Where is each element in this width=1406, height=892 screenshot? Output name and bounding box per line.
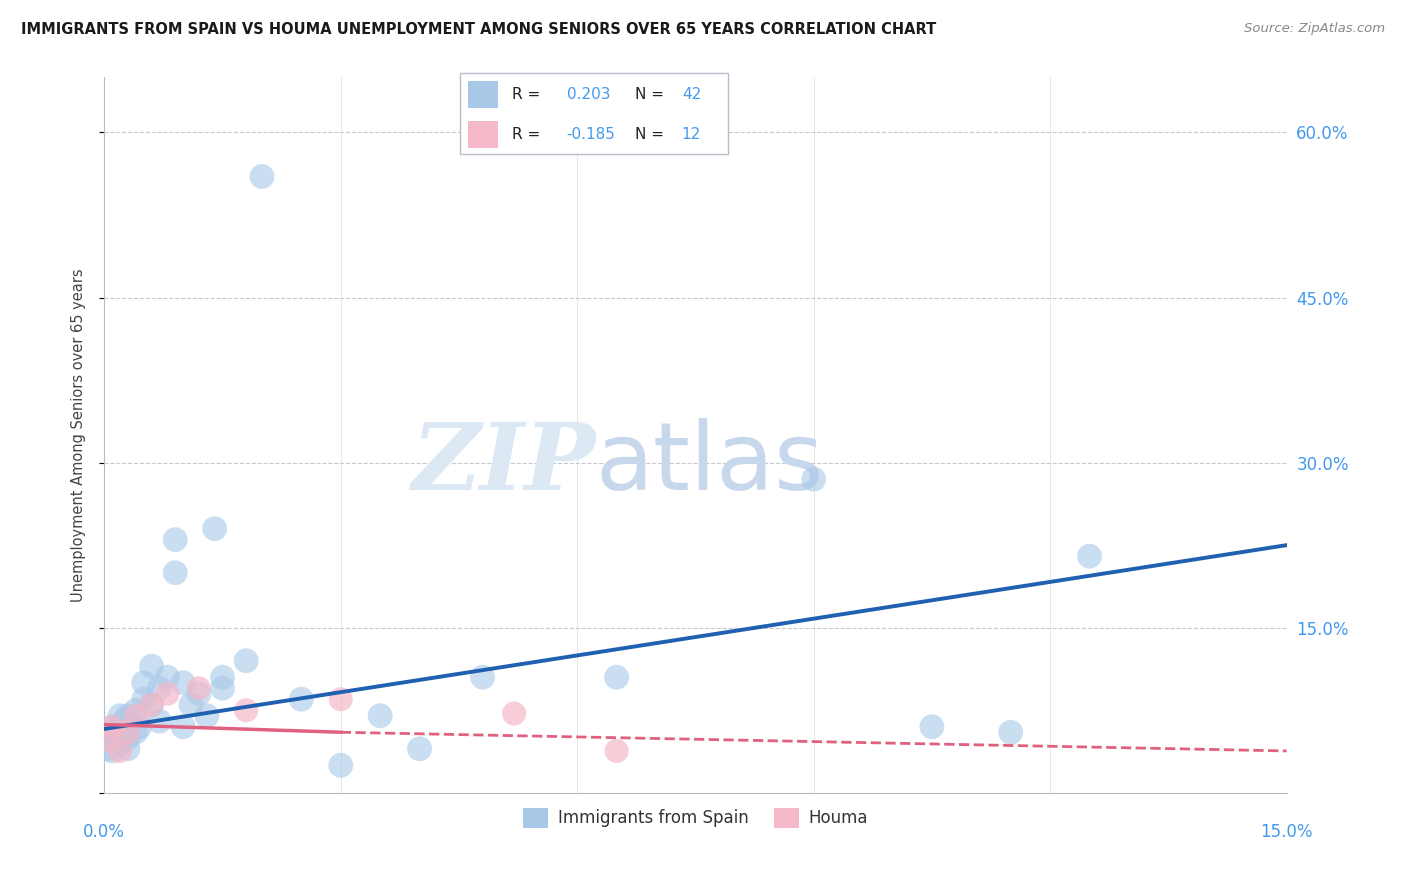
Point — [408, 741, 430, 756]
Point — [141, 659, 163, 673]
Point — [128, 720, 150, 734]
Text: atlas: atlas — [595, 417, 823, 509]
Text: R =: R = — [512, 87, 540, 102]
Bar — [468, 80, 498, 108]
Point — [117, 741, 139, 756]
Point — [101, 720, 124, 734]
Point — [329, 692, 352, 706]
Text: 15.0%: 15.0% — [1260, 823, 1313, 841]
Point — [156, 670, 179, 684]
Point — [125, 725, 148, 739]
Point — [290, 692, 312, 706]
Point — [141, 698, 163, 712]
Point — [108, 736, 131, 750]
Text: ZIP: ZIP — [411, 418, 595, 508]
Point — [606, 670, 628, 684]
Text: 0.0%: 0.0% — [83, 823, 125, 841]
Bar — [468, 120, 498, 147]
Point — [117, 708, 139, 723]
Text: 12: 12 — [682, 127, 702, 142]
Point — [148, 681, 170, 696]
Point — [132, 692, 155, 706]
FancyBboxPatch shape — [460, 73, 728, 154]
Point — [101, 720, 124, 734]
Text: N =: N = — [636, 87, 664, 102]
Point — [211, 681, 233, 696]
Point — [97, 741, 120, 756]
Text: Source: ZipAtlas.com: Source: ZipAtlas.com — [1244, 22, 1385, 36]
Point — [195, 708, 218, 723]
Point — [156, 687, 179, 701]
Text: R =: R = — [512, 127, 540, 142]
Point — [1078, 549, 1101, 563]
Text: -0.185: -0.185 — [567, 127, 616, 142]
Point — [187, 687, 209, 701]
Point — [117, 731, 139, 745]
Point — [180, 698, 202, 712]
Legend: Immigrants from Spain, Houma: Immigrants from Spain, Houma — [516, 801, 875, 835]
Point — [329, 758, 352, 772]
Point — [803, 472, 825, 486]
Point — [112, 714, 135, 729]
Point — [105, 731, 128, 745]
Point — [250, 169, 273, 184]
Point — [148, 714, 170, 729]
Point — [211, 670, 233, 684]
Point — [125, 703, 148, 717]
Point — [97, 733, 120, 747]
Point — [165, 566, 187, 580]
Point — [921, 720, 943, 734]
Point — [187, 681, 209, 696]
Point — [108, 708, 131, 723]
Point — [235, 654, 257, 668]
Point — [606, 744, 628, 758]
Point — [235, 703, 257, 717]
Text: 42: 42 — [682, 87, 702, 102]
Point — [172, 720, 194, 734]
Point — [1000, 725, 1022, 739]
Point — [117, 725, 139, 739]
Point — [132, 675, 155, 690]
Text: IMMIGRANTS FROM SPAIN VS HOUMA UNEMPLOYMENT AMONG SENIORS OVER 65 YEARS CORRELAT: IMMIGRANTS FROM SPAIN VS HOUMA UNEMPLOYM… — [21, 22, 936, 37]
Point — [125, 708, 148, 723]
Point — [172, 675, 194, 690]
Point — [165, 533, 187, 547]
Point — [101, 744, 124, 758]
Point — [108, 744, 131, 758]
Text: N =: N = — [636, 127, 664, 142]
Y-axis label: Unemployment Among Seniors over 65 years: Unemployment Among Seniors over 65 years — [72, 268, 86, 602]
Point — [368, 708, 391, 723]
Point — [141, 698, 163, 712]
Text: 0.203: 0.203 — [567, 87, 610, 102]
Point — [503, 706, 526, 721]
Point — [204, 522, 226, 536]
Point — [471, 670, 494, 684]
